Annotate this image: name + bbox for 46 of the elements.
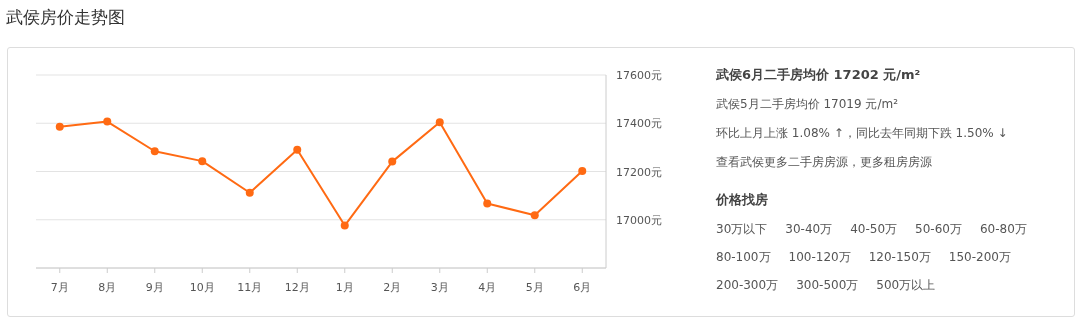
text: 30-40万 (785, 221, 833, 238)
x-tick-label: 10月 (189, 281, 215, 294)
text: 价格找房 (716, 191, 769, 209)
x-tick-label: 12月 (284, 281, 310, 294)
text: 500万以上 (876, 277, 936, 294)
text: 120-150万 (868, 249, 931, 266)
text: 80-100万 (716, 249, 771, 266)
x-tick-label: 4月 (478, 281, 497, 294)
x-tick-label: 6月 (573, 281, 592, 294)
point (55, 122, 64, 131)
point (483, 199, 492, 208)
x-tick-label: 7月 (50, 281, 69, 294)
text: 60-80万 (979, 221, 1027, 238)
text: 40-50万 (850, 221, 898, 238)
point (578, 167, 587, 176)
point (340, 221, 349, 230)
text: 50-60万 (915, 221, 962, 238)
point (245, 188, 254, 197)
x-tick-label: 3月 (430, 281, 449, 294)
text: 150-200万 (948, 249, 1011, 266)
point (435, 118, 444, 127)
x-tick-label: 5月 (525, 281, 544, 294)
point (150, 147, 159, 156)
point (198, 157, 207, 166)
text: 查看武侯更多二手房房源，更多租房房源 (716, 154, 933, 171)
text: 武侯6月二手房均价 17202 元/m² (716, 66, 922, 84)
text: 200-300万 (716, 277, 779, 294)
x-tick-label: 11月 (237, 281, 263, 294)
text: 环比上月上涨 1.08% ↑，同比去年同期下跌 1.50% ↓ (716, 125, 1009, 142)
chart-title: 武侯房价走势图 (6, 6, 125, 29)
text: 30万以下 (716, 221, 768, 238)
y-tick-label: 17600元 (616, 69, 662, 82)
y-tick-label: 17400元 (616, 117, 662, 131)
point (293, 145, 302, 154)
point (388, 157, 397, 166)
text: 300-500万 (796, 277, 859, 294)
x-tick-label: 8月 (98, 281, 117, 294)
x-tick-label: 1月 (335, 281, 354, 294)
point (103, 117, 112, 126)
y-tick-label: 17200元 (616, 165, 662, 179)
x-tick-label: 2月 (383, 281, 402, 294)
point (530, 211, 539, 220)
text: 100-120万 (788, 249, 851, 266)
y-tick-label: 17000元 (616, 213, 662, 227)
text: 武侯5月二手房均价 17019 元/m² (716, 96, 899, 113)
x-tick-label: 9月 (145, 281, 164, 294)
